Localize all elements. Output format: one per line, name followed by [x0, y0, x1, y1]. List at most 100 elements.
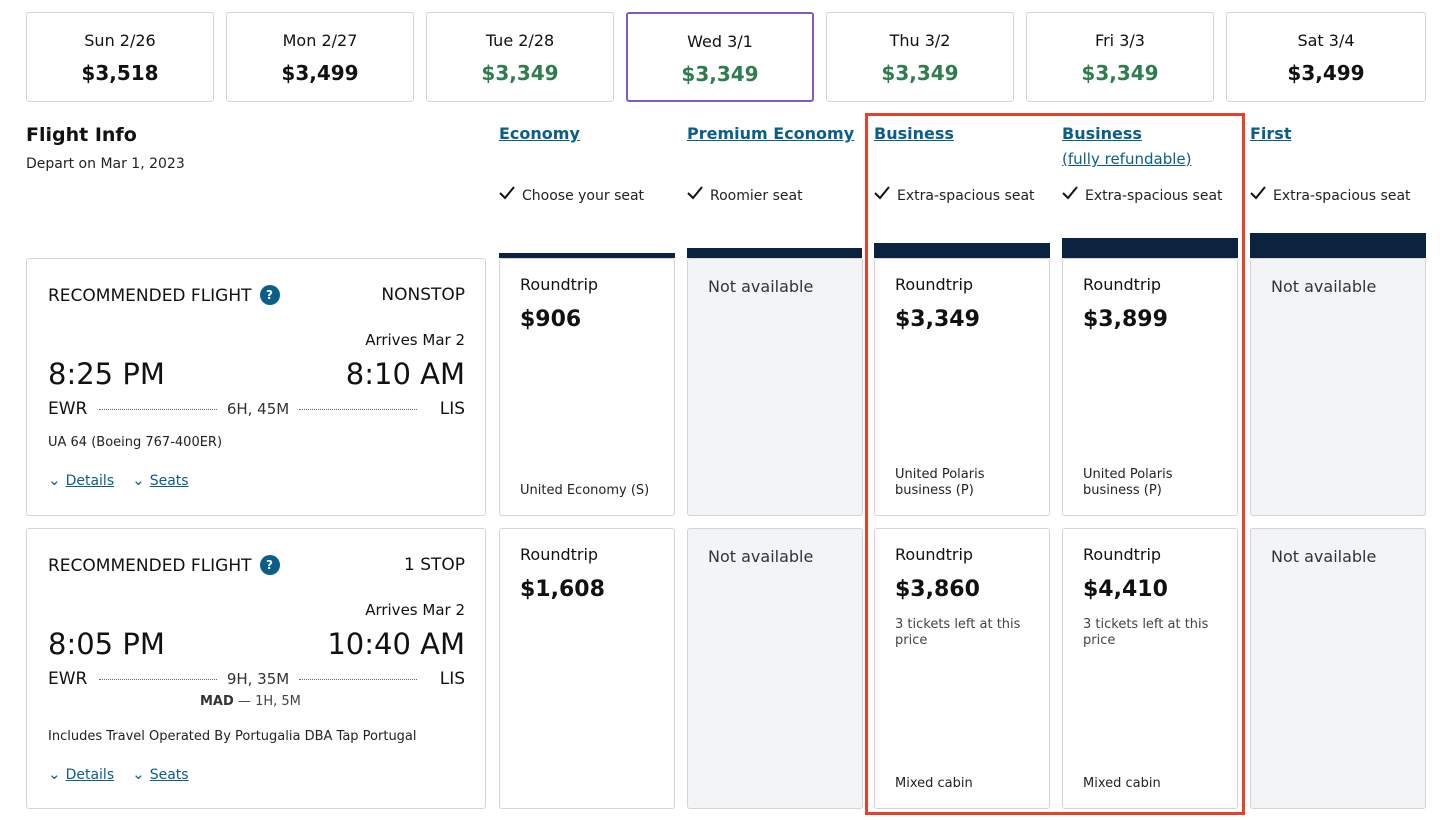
stops-label: NONSTOP	[381, 285, 465, 305]
not-available-label: Not available	[708, 277, 814, 296]
stops-label: 1 STOP	[403, 555, 465, 575]
date-card[interactable]: Fri 3/3 $3,349	[1026, 12, 1214, 102]
details-link[interactable]: Details	[65, 767, 115, 783]
column-header-premium-economy[interactable]: Premium Economy	[687, 124, 855, 143]
arrival-time: 8:10 AM	[345, 357, 465, 391]
column-header-economy[interactable]: Economy	[499, 124, 580, 143]
column-feature: Choose your seat	[499, 186, 644, 204]
cabin-bar-business-refundable	[1062, 238, 1238, 258]
column-feature: Extra-spacious seat	[1062, 186, 1223, 204]
fare-cell[interactable]: Roundtrip $4,410 3 tickets left at this …	[1062, 528, 1238, 809]
layover-duration: 1H, 5M	[255, 694, 301, 709]
layover-info: MAD — 1H, 5M	[200, 694, 301, 709]
details-link[interactable]: Details	[65, 473, 115, 489]
route-divider	[299, 408, 418, 410]
departure-time: 8:25 PM	[48, 357, 165, 391]
route-divider	[299, 678, 418, 680]
fare-price: $3,860	[895, 577, 980, 602]
date-card[interactable]: Mon 2/27 $3,499	[226, 12, 414, 102]
fare-cell[interactable]: Roundtrip $1,608	[499, 528, 675, 809]
fare-cell-unavailable: Not available	[1250, 258, 1426, 516]
checkmark-icon	[1062, 186, 1078, 204]
feature-label: Extra-spacious seat	[1273, 188, 1411, 204]
date-label: Mon 2/27	[282, 31, 358, 50]
origin-airport: EWR	[48, 399, 88, 419]
column-header-business[interactable]: Business	[874, 124, 954, 143]
column-feature: Extra-spacious seat	[874, 186, 1035, 204]
recommended-text: RECOMMENDED FLIGHT	[48, 556, 252, 576]
fare-price: $4,410	[1083, 577, 1168, 602]
feature-label: Extra-spacious seat	[1085, 188, 1223, 204]
feature-label: Choose your seat	[522, 188, 645, 204]
fare-type: Roundtrip	[895, 275, 974, 294]
column-subheader-refundable[interactable]: (fully refundable)	[1062, 150, 1192, 168]
fare-type: Roundtrip	[520, 545, 599, 564]
fare-cell[interactable]: Roundtrip $3,349 United Polaris business…	[874, 258, 1050, 516]
column-feature: Roomier seat	[687, 186, 803, 204]
date-label: Fri 3/3	[1095, 31, 1145, 50]
fare-cell[interactable]: Roundtrip $3,899 United Polaris business…	[1062, 258, 1238, 516]
cabin-bar-premium-economy	[687, 248, 862, 258]
fare-cabin: United Polaris business (P)	[895, 467, 985, 498]
date-price: $3,349	[1081, 61, 1159, 85]
date-price: $3,518	[81, 61, 159, 85]
date-card[interactable]: Sun 2/26 $3,518	[26, 12, 214, 102]
date-card[interactable]: Thu 3/2 $3,349	[826, 12, 1014, 102]
checkmark-icon	[874, 186, 890, 204]
cabin-bar-business	[874, 243, 1050, 258]
fare-price: $3,899	[1083, 307, 1168, 332]
recommended-text: RECOMMENDED FLIGHT	[48, 286, 252, 306]
fare-type: Roundtrip	[520, 275, 599, 294]
chevron-down-icon: ⌄	[132, 765, 145, 783]
question-icon[interactable]: ?	[259, 555, 280, 575]
flight-note: Includes Travel Operated By Portugalia D…	[48, 729, 417, 744]
date-price: $3,349	[681, 62, 759, 86]
flight-card: RECOMMENDED FLIGHT? 1 STOP Arrives Mar 2…	[26, 528, 486, 809]
flight-duration: 6H, 45M	[226, 400, 290, 418]
seats-link[interactable]: Seats	[149, 767, 189, 783]
date-card[interactable]: Tue 2/28 $3,349	[426, 12, 614, 102]
cabin-bar-first	[1250, 233, 1426, 258]
route-divider	[99, 408, 217, 410]
cabin-bar-economy	[499, 253, 675, 258]
date-card[interactable]: Sat 3/4 $3,499	[1226, 12, 1426, 102]
chevron-down-icon: ⌄	[48, 765, 61, 783]
origin-airport: EWR	[48, 669, 88, 689]
flight-links: ⌄ Details ⌄ Seats	[48, 765, 207, 783]
route-divider	[99, 678, 217, 680]
arrival-date: Arrives Mar 2	[365, 331, 465, 349]
fare-type: Roundtrip	[1083, 545, 1162, 564]
not-available-label: Not available	[708, 547, 814, 566]
column-feature: Extra-spacious seat	[1250, 186, 1411, 204]
date-label: Sun 2/26	[84, 31, 156, 50]
destination-airport: LIS	[439, 669, 465, 689]
question-icon[interactable]: ?	[259, 285, 280, 305]
checkmark-icon	[687, 186, 703, 204]
arrival-date: Arrives Mar 2	[365, 601, 465, 619]
fare-cabin: Mixed cabin	[895, 776, 973, 791]
date-price: $3,349	[481, 61, 559, 85]
column-header-first[interactable]: First	[1250, 124, 1292, 143]
recommended-label: RECOMMENDED FLIGHT?	[48, 285, 280, 306]
date-label: Tue 2/28	[485, 31, 555, 50]
fare-cell[interactable]: Roundtrip $3,860 3 tickets left at this …	[874, 528, 1050, 809]
fare-price: $1,608	[520, 577, 605, 602]
date-label: Wed 3/1	[687, 32, 753, 51]
fare-cell[interactable]: Roundtrip $906 United Economy (S)	[499, 258, 675, 516]
date-price: $3,499	[281, 61, 359, 85]
date-label: Sat 3/4	[1297, 31, 1355, 50]
fare-type: Roundtrip	[1083, 275, 1162, 294]
duration-line: 9H, 35M	[99, 669, 418, 689]
recommended-label: RECOMMENDED FLIGHT?	[48, 555, 280, 576]
chevron-down-icon: ⌄	[132, 471, 145, 489]
fare-cell-unavailable: Not available	[687, 258, 863, 516]
fare-cell-unavailable: Not available	[1250, 528, 1426, 809]
date-card[interactable]: Wed 3/1 $3,349	[626, 12, 814, 102]
depart-date: Depart on Mar 1, 2023	[26, 156, 185, 172]
date-label: Thu 3/2	[889, 31, 951, 50]
arrival-time: 10:40 AM	[327, 627, 465, 661]
fare-cabin: United Polaris business (P)	[1083, 467, 1173, 498]
column-header-business-refundable[interactable]: Business	[1062, 124, 1142, 143]
layover-airport: MAD	[200, 694, 234, 709]
seats-link[interactable]: Seats	[149, 473, 189, 489]
